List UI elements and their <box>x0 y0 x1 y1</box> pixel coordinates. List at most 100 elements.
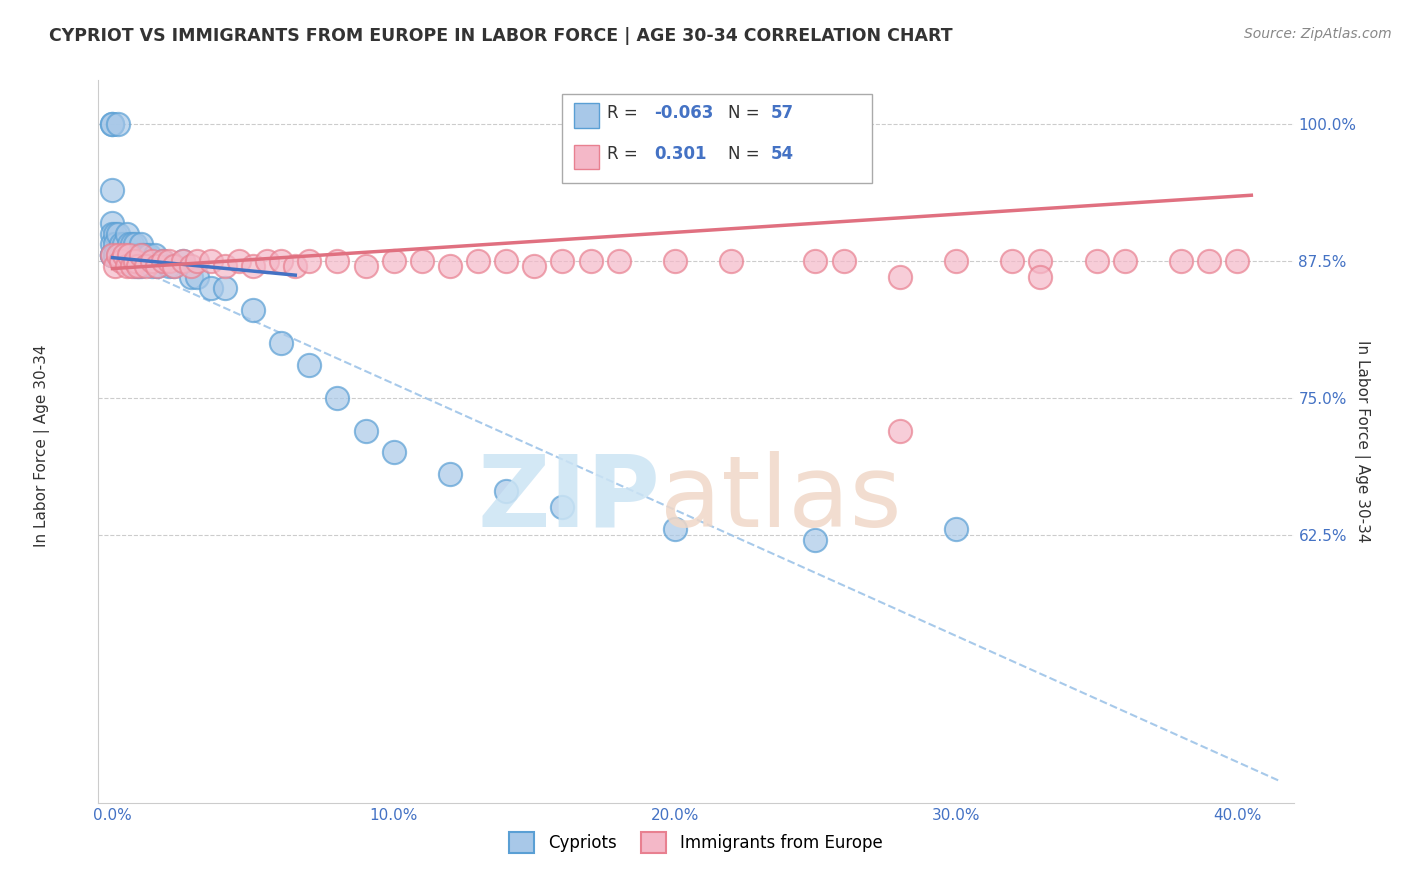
Point <box>382 445 405 459</box>
Point <box>107 248 129 262</box>
Point <box>135 248 157 262</box>
Point <box>101 248 124 262</box>
Point <box>135 260 157 274</box>
Point <box>495 483 517 498</box>
Point <box>186 253 208 268</box>
Point <box>121 237 143 252</box>
Point <box>945 522 967 536</box>
Point <box>180 270 202 285</box>
Point <box>551 500 574 515</box>
Point <box>298 253 321 268</box>
Point <box>101 248 124 262</box>
Text: atlas: atlas <box>661 450 901 548</box>
Point <box>467 253 489 268</box>
Text: Source: ZipAtlas.com: Source: ZipAtlas.com <box>1244 27 1392 41</box>
Point <box>141 260 163 274</box>
Point <box>115 227 138 241</box>
Point <box>152 253 174 268</box>
Point <box>101 183 124 197</box>
Point <box>1085 253 1108 268</box>
Point <box>326 253 349 268</box>
Point <box>551 253 574 268</box>
Point <box>242 260 264 274</box>
Text: 54: 54 <box>770 145 793 163</box>
Point <box>115 260 138 274</box>
Point <box>132 248 155 262</box>
Point <box>354 260 377 274</box>
Point <box>720 253 742 268</box>
Y-axis label: In Labor Force | Age 30-34: In Labor Force | Age 30-34 <box>1354 340 1371 543</box>
Point <box>889 270 911 285</box>
Point <box>129 248 152 262</box>
Point <box>104 248 127 262</box>
Point <box>163 260 186 274</box>
Text: -0.063: -0.063 <box>654 104 713 122</box>
Point <box>124 253 146 268</box>
Point <box>664 253 686 268</box>
Text: ZIP: ZIP <box>477 450 661 548</box>
Point <box>382 253 405 268</box>
Point <box>107 117 129 131</box>
Point <box>112 248 135 262</box>
Legend: Cypriots, Immigrants from Europe: Cypriots, Immigrants from Europe <box>503 826 889 860</box>
Point <box>214 281 236 295</box>
Point <box>439 260 461 274</box>
Point <box>1170 253 1192 268</box>
Point <box>101 216 124 230</box>
Text: N =: N = <box>728 104 765 122</box>
Point <box>242 303 264 318</box>
Point <box>101 117 124 131</box>
Point <box>157 260 180 274</box>
Text: N =: N = <box>728 145 765 163</box>
Point <box>112 248 135 262</box>
Point <box>129 237 152 252</box>
Point <box>124 260 146 274</box>
Text: R =: R = <box>607 145 648 163</box>
Point <box>804 253 827 268</box>
Point <box>124 237 146 252</box>
Point <box>579 253 602 268</box>
Point <box>200 281 222 295</box>
Point <box>110 237 132 252</box>
Point <box>101 248 124 262</box>
Point <box>354 424 377 438</box>
Point <box>143 248 166 262</box>
Point <box>1029 270 1052 285</box>
Point <box>112 237 135 252</box>
Point <box>104 237 127 252</box>
Point <box>172 253 194 268</box>
Point <box>118 237 141 252</box>
Point <box>945 253 967 268</box>
Point <box>107 227 129 241</box>
Point <box>607 253 630 268</box>
Point <box>101 237 124 252</box>
Point <box>163 260 186 274</box>
Point <box>118 248 141 262</box>
Text: 0.301: 0.301 <box>654 145 706 163</box>
Text: In Labor Force | Age 30-34: In Labor Force | Age 30-34 <box>34 344 51 548</box>
Point <box>121 260 143 274</box>
Text: 57: 57 <box>770 104 793 122</box>
Point <box>664 522 686 536</box>
Point <box>172 253 194 268</box>
Point <box>110 253 132 268</box>
Point <box>121 248 143 262</box>
Point <box>157 253 180 268</box>
Point <box>138 248 160 262</box>
Point <box>152 253 174 268</box>
Point <box>1198 253 1220 268</box>
Point <box>411 253 433 268</box>
Point <box>804 533 827 547</box>
Point <box>1001 253 1024 268</box>
Point <box>101 117 124 131</box>
Point <box>115 248 138 262</box>
Point <box>104 260 127 274</box>
Point <box>832 253 855 268</box>
Point <box>523 260 546 274</box>
Point <box>101 248 124 262</box>
Point <box>127 260 149 274</box>
Point <box>146 260 169 274</box>
Text: CYPRIOT VS IMMIGRANTS FROM EUROPE IN LABOR FORCE | AGE 30-34 CORRELATION CHART: CYPRIOT VS IMMIGRANTS FROM EUROPE IN LAB… <box>49 27 953 45</box>
Point <box>118 248 141 262</box>
Point <box>129 260 152 274</box>
